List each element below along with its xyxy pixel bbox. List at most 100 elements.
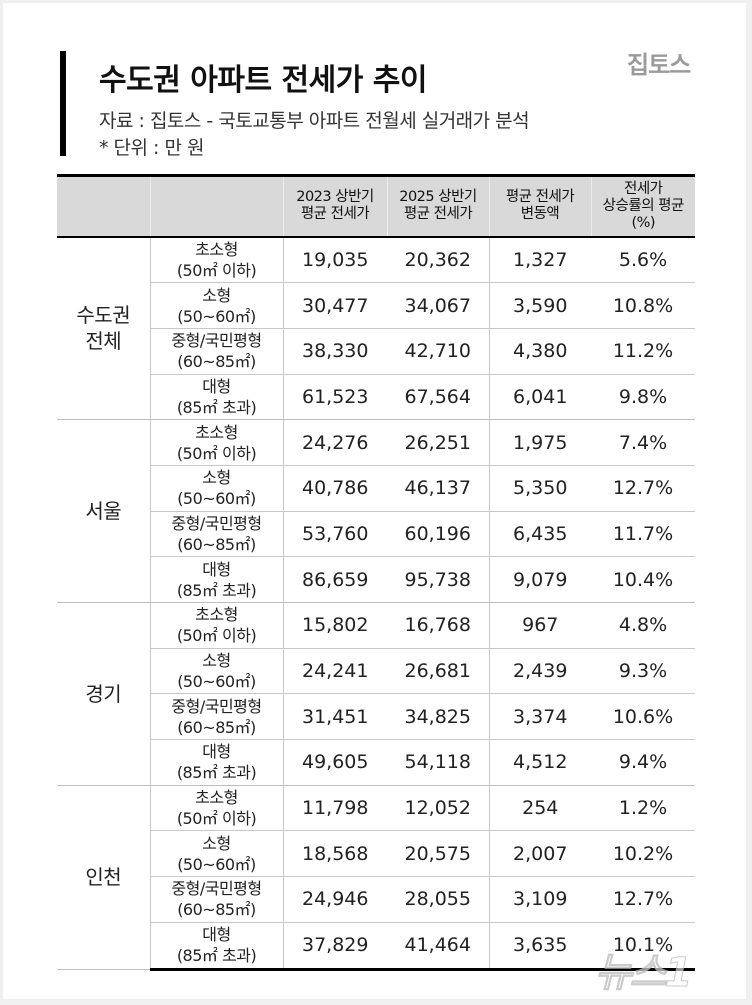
size-cell: 초소형 (50㎡ 이하) [150,419,284,466]
header-2023: 2023 상반기 평균 전세가 [282,174,387,238]
rate-cell: 12.7% [591,876,695,923]
price-change-cell: 254 [488,785,591,832]
table-row: 경기 초소형 (50㎡ 이하) 15,802 16,768 967 4.8% [57,602,695,786]
header-size [149,174,283,238]
price-2023-cell: 31,451 [283,693,387,741]
unit-note: * 단위 : 만 원 [99,137,204,159]
price-2023-cell: 11,798 [283,785,387,832]
table-header-row: 2023 상반기 평균 전세가 2025 상반기 평균 전세가 평균 전세가 변동액 … [57,174,695,238]
size-cell: 초소형 (50㎡ 이하) [150,785,284,832]
size-cell: 소형 (50~60㎡) [150,282,284,329]
source-note: 자료 : 집토스 - 국토교통부 아파트 전월세 실거래가 분석 [99,110,530,132]
price-2025-cell: 28,055 [387,876,489,923]
rate-cell: 11.2% [591,328,695,375]
price-2023-cell: 53,760 [283,511,387,558]
size-cell: 대형 (85㎡ 초과) [150,556,284,603]
price-2025-cell: 41,464 [387,922,489,971]
price-2025-cell: 34,067 [387,282,489,329]
size-cell: 소형 (50~60㎡) [150,830,284,878]
table-row: 소형 (50~60㎡) 40,786 46,137 5,350 12.7% [57,465,695,512]
price-2025-cell: 42,710 [387,328,489,375]
rate-cell: 10.6% [591,693,695,741]
price-change-cell: 2,439 [488,648,591,695]
price-change-cell: 4,512 [488,739,591,786]
price-2023-cell: 24,276 [283,419,387,466]
table-row: 서울 초소형 (50㎡ 이하) 24,276 26,251 1,975 7.4% [57,419,695,603]
size-cell: 대형 (85㎡ 초과) [150,922,284,971]
size-cell: 대형 (85㎡ 초과) [150,374,284,421]
rate-cell: 4.8% [591,602,695,649]
table-row: 중형/국민평형 (60~85㎡) 53,760 60,196 6,435 11.7% [57,511,695,558]
price-change-cell: 5,350 [488,465,591,512]
price-2023-cell: 30,477 [283,282,387,329]
region-cell: 수도권 전체 [57,236,151,421]
rate-cell: 9.8% [591,374,695,421]
header-change: 평균 전세가 변동액 [488,174,591,238]
price-2023-cell: 24,946 [283,876,387,923]
rate-cell: 10.4% [591,556,695,603]
price-2023-cell: 19,035 [283,236,387,284]
rate-cell: 7.4% [591,419,695,466]
brand-logo: 집토스 [627,51,691,79]
table-row: 대형 (85㎡ 초과) 61,523 67,564 6,041 9.8% [57,374,695,421]
price-2025-cell: 54,118 [387,739,489,786]
price-2023-cell: 18,568 [283,830,387,878]
region-cell: 경기 [57,602,151,786]
price-2025-cell: 60,196 [387,511,489,558]
price-2025-cell: 95,738 [387,556,489,603]
price-2023-cell: 61,523 [283,374,387,421]
size-cell: 중형/국민평형 (60~85㎡) [150,511,284,558]
table-row: 중형/국민평형 (60~85㎡) 38,330 42,710 4,380 11.2% [57,328,695,375]
rate-cell: 11.7% [591,511,695,558]
price-2023-cell: 24,241 [283,648,387,695]
table-row: 소형 (50~60㎡) 30,477 34,067 3,590 10.8% [57,282,695,329]
news1-watermark: 뉴스1 [594,950,692,997]
size-cell: 초소형 (50㎡ 이하) [150,602,284,649]
table-row: 중형/국민평형 (60~85㎡) 24,946 28,055 3,109 12.7% [57,876,695,923]
size-cell: 중형/국민평형 (60~85㎡) [150,328,284,375]
price-change-cell: 967 [488,602,591,649]
header-rate: 전세가 상승률의 평균 (%) [590,174,695,238]
table-row: 인천 초소형 (50㎡ 이하) 11,798 12,052 254 1.2% [57,785,695,970]
rate-cell: 12.7% [591,465,695,512]
price-change-cell: 1,327 [488,236,591,284]
table-row: 대형 (85㎡ 초과) 49,605 54,118 4,512 9.4% [57,739,695,786]
price-change-cell: 3,109 [488,876,591,923]
price-2023-cell: 49,605 [283,739,387,786]
title-accent-bar [60,51,66,156]
price-2023-cell: 15,802 [283,602,387,649]
header-region [57,174,150,238]
price-2025-cell: 67,564 [387,374,489,421]
jeonse-price-table: 2023 상반기 평균 전세가 2025 상반기 평균 전세가 평균 전세가 변동액 … [57,174,695,971]
table-row: 대형 (85㎡ 초과) 37,829 41,464 3,635 10.1% [57,922,695,971]
price-2025-cell: 46,137 [387,465,489,512]
price-change-cell: 4,380 [488,328,591,375]
size-cell: 초소형 (50㎡ 이하) [150,236,284,284]
rate-cell: 5.6% [591,236,695,284]
price-change-cell: 3,635 [488,922,591,971]
rate-cell: 10.1% [591,922,695,971]
region-cell: 인천 [57,785,151,970]
rate-cell: 9.3% [591,648,695,695]
page-title: 수도권 아파트 전세가 추이 [99,63,427,98]
price-2025-cell: 26,681 [387,648,489,695]
rate-cell: 1.2% [591,785,695,832]
size-cell: 소형 (50~60㎡) [150,465,284,512]
price-2025-cell: 12,052 [387,785,489,832]
header-2025: 2025 상반기 평균 전세가 [386,174,489,238]
region-cell: 서울 [57,419,151,603]
price-2023-cell: 38,330 [283,328,387,375]
price-change-cell: 2,007 [488,830,591,878]
price-2025-cell: 20,575 [387,830,489,878]
price-change-cell: 6,435 [488,511,591,558]
price-change-cell: 9,079 [488,556,591,603]
size-cell: 대형 (85㎡ 초과) [150,739,284,786]
size-cell: 중형/국민평형 (60~85㎡) [150,876,284,923]
table-row: 대형 (85㎡ 초과) 86,659 95,738 9,079 10.4% [57,556,695,603]
price-2023-cell: 40,786 [283,465,387,512]
price-2023-cell: 86,659 [283,556,387,603]
rate-cell: 10.2% [591,830,695,878]
price-change-cell: 6,041 [488,374,591,421]
price-2025-cell: 16,768 [387,602,489,649]
table-row: 소형 (50~60㎡) 24,241 26,681 2,439 9.3% [57,648,695,695]
